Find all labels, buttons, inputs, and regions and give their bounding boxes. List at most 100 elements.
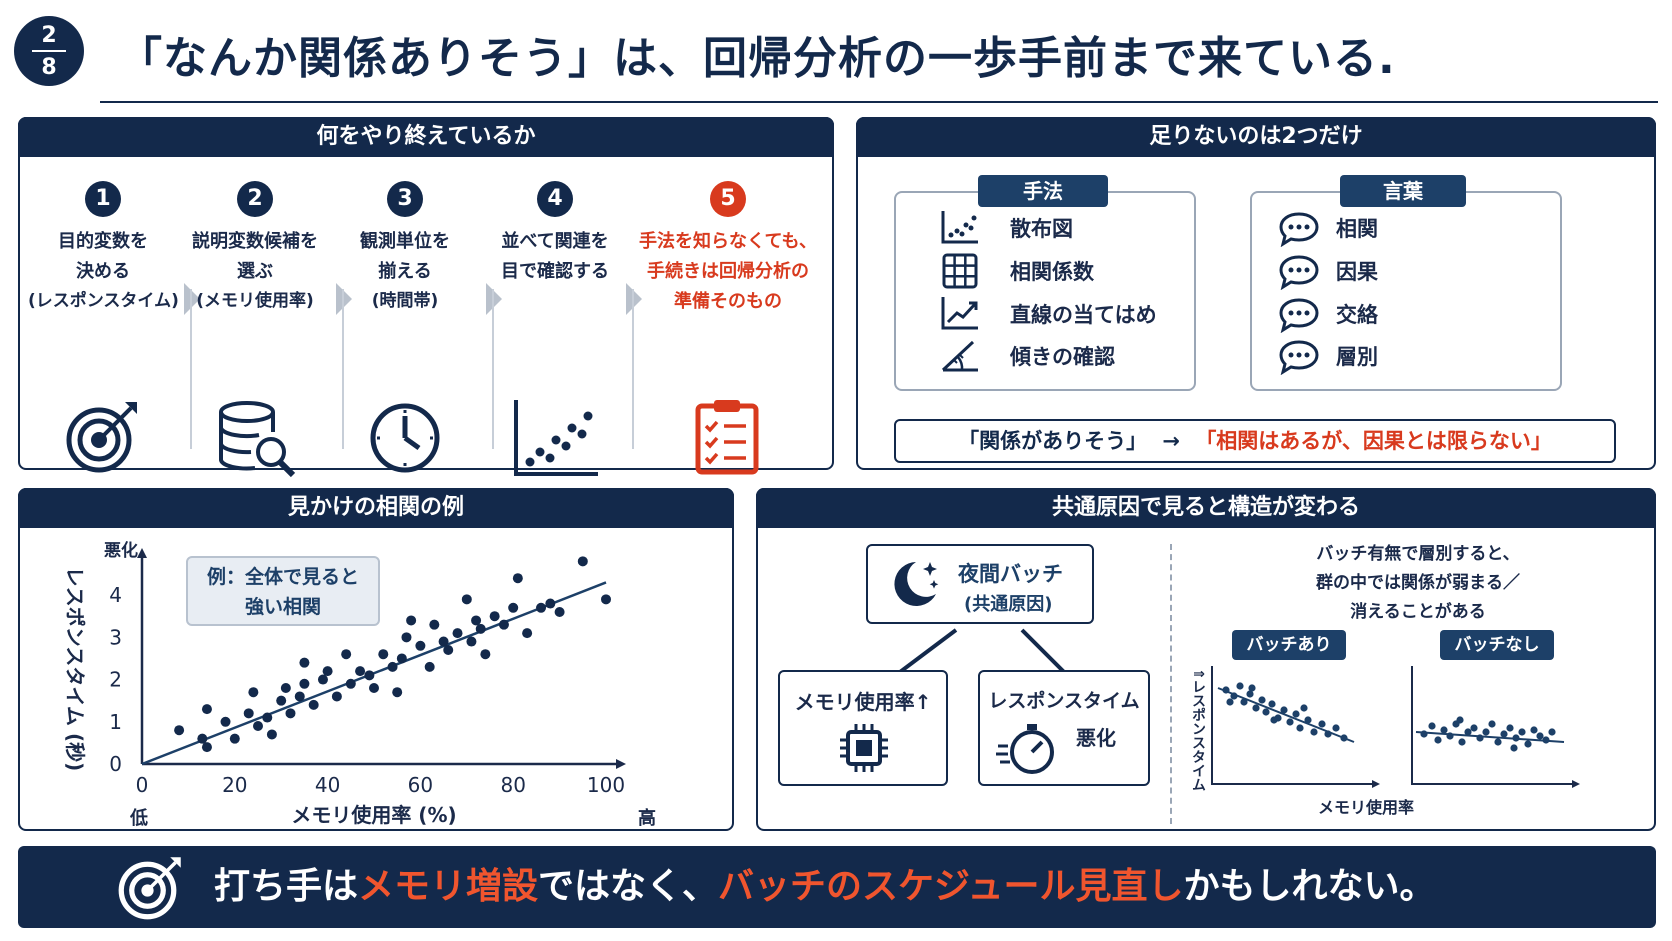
page-current: 2	[41, 23, 57, 48]
mini-data-point	[1440, 726, 1448, 734]
conclusion-left: 「関係がありそう」	[958, 429, 1148, 453]
data-point	[266, 729, 277, 740]
slope-icon	[941, 340, 978, 372]
x-tick-label: 40	[315, 773, 340, 797]
mini-data-point	[1280, 706, 1288, 714]
speech-bubble-icon	[1279, 340, 1319, 375]
effect2-label: レスポンスタイム	[988, 690, 1140, 712]
step-text-line1: 手法を知らなくても、	[638, 231, 818, 252]
data-point	[317, 674, 328, 685]
data-point	[387, 661, 398, 672]
mini-data-point	[1536, 732, 1544, 740]
step-arrow	[626, 283, 642, 315]
conclusion-arrow: →	[1162, 429, 1180, 453]
y-axis-label: レスポンスタイム (秒)	[63, 567, 87, 771]
data-point	[406, 615, 417, 626]
mini-data-point	[1488, 720, 1496, 728]
step-text-line1: 並べて関連を	[501, 231, 609, 252]
effect2-sub: 悪化	[1076, 726, 1116, 750]
mini-data-point	[1500, 730, 1508, 738]
data-point	[461, 594, 472, 605]
missing-items-panel: 足りないのは2つだけ 手法 散布図 相関係数 直線の当てはめ 傾きの確認 言葉 …	[856, 117, 1656, 470]
mini-x-arrow	[1372, 780, 1380, 788]
footer-pre: 打ち手は	[214, 866, 359, 907]
step-text-line3: 準備そのもの	[674, 291, 782, 312]
data-point	[545, 598, 556, 609]
y-top-label: 悪化	[104, 541, 138, 561]
effect-node-memory: メモリ使用率↑	[778, 670, 948, 786]
mini-data-point	[1340, 734, 1348, 742]
chart-callout: 例：全体で見ると 強い相関	[186, 556, 380, 626]
mini-data-point	[1446, 732, 1454, 740]
mini-y-arrow: ⇑	[1190, 668, 1206, 680]
step-sub: (レスポンスタイム)	[28, 291, 179, 311]
mini-data-point	[1428, 722, 1436, 730]
method-item: 相関係数	[1010, 260, 1094, 284]
stopwatch-icon	[996, 724, 1054, 774]
step-sub: (メモリ使用率)	[196, 291, 314, 311]
mini-x-arrow	[1572, 780, 1580, 788]
step-1: 1 目的変数を 決める (レスポンスタイム)	[28, 181, 179, 473]
data-point	[536, 602, 547, 613]
mini-data-point	[1510, 744, 1518, 752]
target-icon	[118, 857, 181, 920]
y-axis-arrow	[137, 548, 147, 558]
group-batch-on: バッチあり	[1232, 630, 1346, 660]
data-point	[294, 691, 305, 702]
data-point	[508, 602, 519, 613]
mini-data-point	[1240, 698, 1248, 706]
mini-data-point	[1420, 730, 1428, 738]
data-point	[443, 645, 454, 655]
cause-title: 夜間バッチ	[958, 562, 1063, 586]
data-point	[253, 721, 263, 731]
spurious-correlation-panel: 見かけの相関の例 0 20 40 60 80 100 0 1 2 3 4 メモリ使用率 (%) レスポン…	[18, 488, 734, 831]
step-separator	[342, 289, 344, 449]
data-point	[201, 704, 212, 715]
data-point	[364, 670, 375, 681]
footer-highlight-1: メモリ増設	[358, 866, 539, 907]
note-line1: バッチ有無で層別すると、	[1316, 544, 1520, 564]
speech-bubble-icon	[1279, 255, 1319, 290]
data-point	[322, 666, 333, 677]
trend-line-icon	[941, 297, 978, 330]
panel-header: 見かけの相関の例	[18, 488, 734, 528]
mini-scatter-batch-on	[1211, 666, 1380, 788]
mini-data-point	[1300, 704, 1308, 712]
mini-data-point	[1530, 726, 1538, 734]
data-point	[174, 725, 185, 736]
methods-title: 手法	[978, 175, 1108, 207]
mini-data-point	[1506, 724, 1514, 732]
data-point	[452, 628, 463, 639]
database-search-icon	[219, 401, 296, 478]
data-point	[243, 708, 254, 719]
data-point	[498, 619, 509, 630]
step-separator	[492, 289, 494, 449]
mini-data-point	[1262, 708, 1270, 716]
mini-trend-line	[1415, 731, 1565, 743]
method-item: 直線の当てはめ	[1010, 303, 1157, 327]
step-text-line2: 選ぶ	[237, 261, 273, 282]
data-point	[512, 573, 523, 584]
data-point	[341, 649, 352, 660]
mini-data-point	[1494, 738, 1502, 746]
panel-header: 共通原因で見ると構造が変わる	[756, 488, 1656, 528]
mini-data-point	[1246, 690, 1254, 698]
page-title: 「なんか関係ありそう」は、回帰分析の一歩手前まで来ている.	[118, 33, 1396, 84]
data-point	[554, 607, 565, 617]
data-point	[475, 623, 486, 634]
step-arrow	[184, 283, 200, 315]
step-number: 4	[537, 181, 573, 217]
mini-scatter-batch-off	[1411, 666, 1580, 788]
footer-banner: 打ち手はメモリ増設ではなく、バッチのスケジュール見直しかもしれない。	[18, 846, 1656, 928]
mini-data-point	[1464, 728, 1472, 736]
word-item: 相関	[1336, 217, 1378, 241]
step-arrow	[336, 283, 352, 315]
mini-axes	[1211, 666, 1374, 785]
step-text-line1: 観測単位を	[360, 231, 450, 252]
scatter-icon	[514, 400, 598, 476]
mini-data-point	[1270, 716, 1278, 724]
panel-header: 何をやり終えているか	[18, 117, 834, 157]
note-line3: 消えることがある	[1350, 602, 1486, 622]
x-tick-label: 0	[136, 773, 149, 797]
data-point	[471, 615, 482, 626]
